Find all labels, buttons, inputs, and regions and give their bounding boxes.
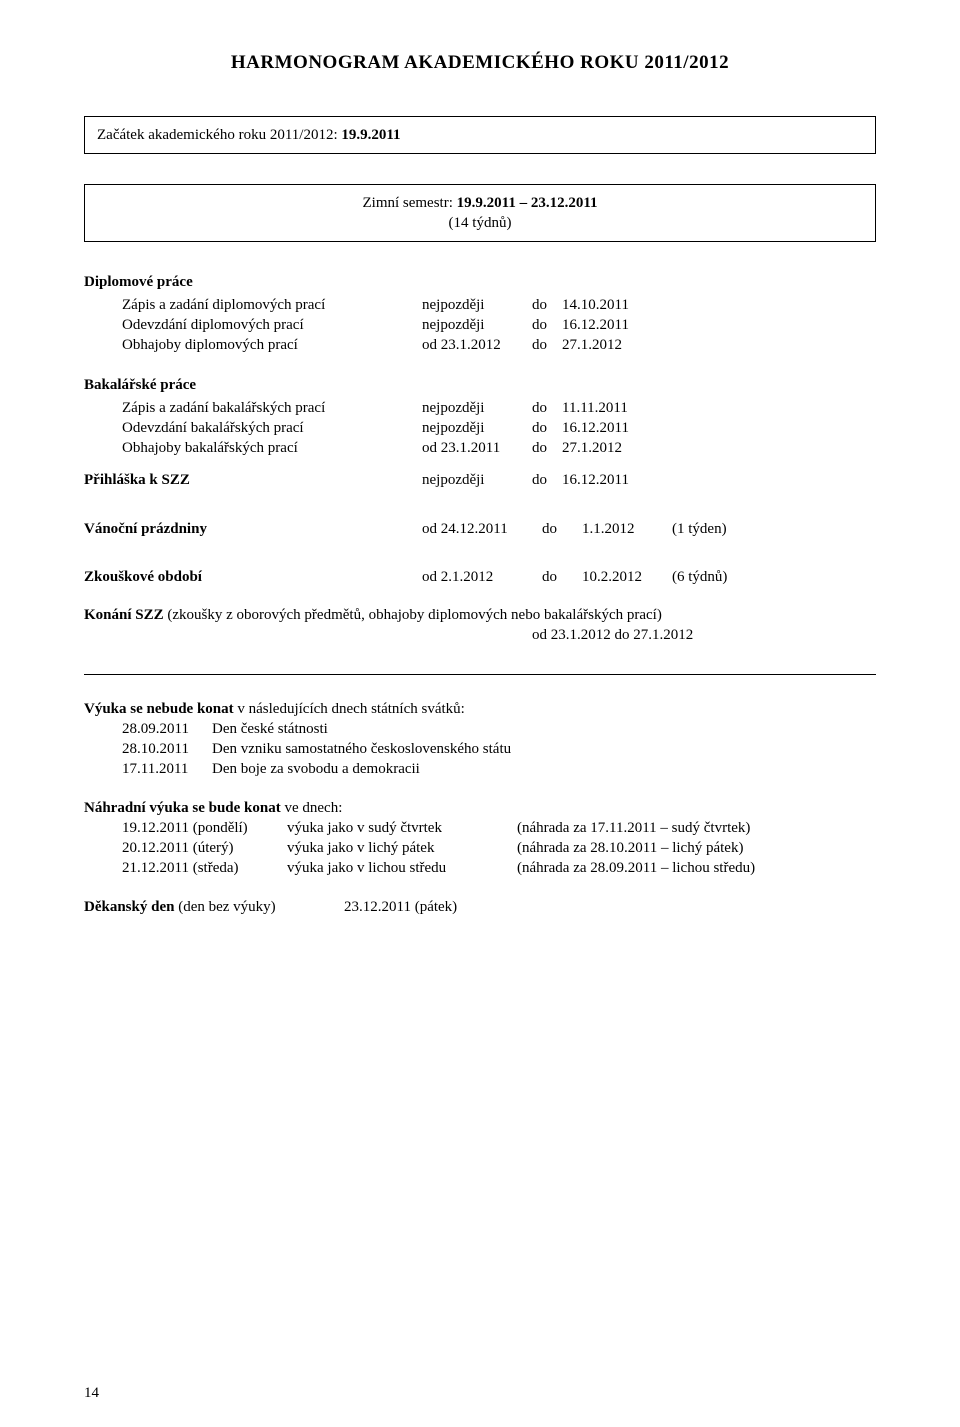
nahr-r3-n3: (náhrada za 28.09.2011 – lichou středu) (517, 858, 876, 878)
bak-r1-c4: 11.11.2011 (562, 398, 662, 418)
nahr-row-2: 20.12.2011 (úterý) výuka jako v lichý pá… (122, 838, 876, 858)
dip-heading: Diplomové práce (84, 272, 876, 292)
nahr-r2-n2: výuka jako v lichý pátek (287, 838, 517, 858)
semester-dates: 19.9.2011 – 23.12.2011 (457, 195, 598, 211)
dip-row-1: Zápis a zadání diplomových prací nejpozd… (122, 295, 876, 315)
bak-r2-c2: nejpozději (422, 418, 532, 438)
dip-r1-c3: do (532, 295, 562, 315)
nahr-r2-n3: (náhrada za 28.10.2011 – lichý pátek) (517, 838, 876, 858)
bak-r2-c4: 16.12.2011 (562, 418, 662, 438)
nahr-r1-n2: výuka jako v sudý čtvrtek (287, 818, 517, 838)
page-title: HARMONOGRAM AKADEMICKÉHO ROKU 2011/2012 (84, 50, 876, 76)
dip-r1-c4: 14.10.2011 (562, 295, 662, 315)
bak-heading: Bakalářské práce (84, 375, 876, 395)
pri-c2: nejpozději (422, 470, 532, 490)
zk-label: Zkouškové období (84, 567, 422, 587)
nahr-r1-n1: 19.12.2011 (pondělí) (122, 818, 287, 838)
semester-box: Zimní semestr: 19.9.2011 – 23.12.2011 (1… (84, 184, 876, 243)
dip-r1-label: Zápis a zadání diplomových prací (122, 295, 422, 315)
nahr-b: Náhradní výuka se bude konat (84, 800, 281, 816)
vanocni-row: Vánoční prázdniny od 24.12.2011 do 1.1.2… (84, 519, 876, 539)
szz-rest: (zkoušky z oborových předmětů, obhajoby … (164, 607, 662, 623)
nahr-r2-n1: 20.12.2011 (úterý) (122, 838, 287, 858)
dek-r: (den bez výuky) (174, 899, 275, 915)
dip-r2-c3: do (532, 315, 562, 335)
bak-r3-c4: 27.1.2012 (562, 438, 662, 458)
divider (84, 674, 876, 675)
vyuka-row-1: 28.09.2011 Den české státnosti (122, 719, 876, 739)
dip-r1-c2: nejpozději (422, 295, 532, 315)
vyuka-row-2: 28.10.2011 Den vzniku samostatného česko… (122, 739, 876, 759)
vyuka-row-3: 17.11.2011 Den boje za svobodu a demokra… (122, 759, 876, 779)
dek-b: Děkanský den (84, 899, 174, 915)
dip-r3-c2: od 23.1.2012 (422, 335, 532, 355)
dip-r2-c2: nejpozději (422, 315, 532, 335)
dip-r2-label: Odevzdání diplomových prací (122, 315, 422, 335)
page-number: 14 (84, 1383, 99, 1403)
dip-row-2: Odevzdání diplomových prací nejpozději d… (122, 315, 876, 335)
bak-r1-c2: nejpozději (422, 398, 532, 418)
semester-prefix: Zimní semestr: (362, 195, 456, 211)
dek-row: Děkanský den (den bez výuky) 23.12.2011 … (84, 897, 876, 917)
zk-c4: 10.2.2012 (582, 567, 672, 587)
bak-r2-label: Odevzdání bakalářských prací (122, 418, 422, 438)
bak-row-1: Zápis a zadání bakalářských prací nejpoz… (122, 398, 876, 418)
zkouskove-row: Zkouškové období od 2.1.2012 do 10.2.201… (84, 567, 876, 587)
zk-c3: do (542, 567, 582, 587)
prihlaska-row: Přihláška k SZZ nejpozději do 16.12.2011 (84, 470, 876, 490)
nahr-r1-n3: (náhrada za 17.11.2011 – sudý čtvrtek) (517, 818, 876, 838)
start-date: 19.9.2011 (341, 127, 400, 143)
szz-b: Konání SZZ (84, 607, 164, 623)
nahr-row-3: 21.12.2011 (středa) výuka jako v lichou … (122, 858, 876, 878)
bak-r1-c3: do (532, 398, 562, 418)
szz-dates: od 23.1.2012 do 27.1.2012 (532, 625, 876, 645)
van-c5: (1 týden) (672, 519, 772, 539)
vyuka-r2-d2: Den vzniku samostatného československého… (212, 739, 876, 759)
pri-label: Přihláška k SZZ (84, 470, 422, 490)
pri-c3: do (532, 470, 562, 490)
vyuka-r3-d2: Den boje za svobodu a demokracii (212, 759, 876, 779)
nahr-r: ve dnech: (281, 800, 343, 816)
vyuka-r2-d1: 28.10.2011 (122, 739, 212, 759)
bak-r3-c2: od 23.1.2011 (422, 438, 532, 458)
bak-row-3: Obhajoby bakalářských prací od 23.1.2011… (122, 438, 876, 458)
zk-c2: od 2.1.2012 (422, 567, 542, 587)
bak-row-2: Odevzdání bakalářských prací nejpozději … (122, 418, 876, 438)
bak-r3-c3: do (532, 438, 562, 458)
van-c2: od 24.12.2011 (422, 519, 542, 539)
van-c3: do (542, 519, 582, 539)
start-prefix: Začátek akademického roku 2011/2012: (97, 127, 341, 143)
szz-line: Konání SZZ (zkoušky z oborových předmětů… (84, 605, 876, 625)
vyuka-b: Výuka se nebude konat (84, 701, 234, 717)
nahr-r3-n2: výuka jako v lichou středu (287, 858, 517, 878)
dek-val: 23.12.2011 (pátek) (344, 897, 876, 917)
vyuka-r1-d1: 28.09.2011 (122, 719, 212, 739)
semester-weeks: (14 týdnů) (97, 213, 863, 233)
start-box: Začátek akademického roku 2011/2012: 19.… (84, 116, 876, 154)
dip-r2-c4: 16.12.2011 (562, 315, 662, 335)
pri-c4: 16.12.2011 (562, 470, 682, 490)
vyuka-heading: Výuka se nebude konat v následujících dn… (84, 699, 876, 719)
nahr-row-1: 19.12.2011 (pondělí) výuka jako v sudý č… (122, 818, 876, 838)
dip-r3-c3: do (532, 335, 562, 355)
bak-r3-label: Obhajoby bakalářských prací (122, 438, 422, 458)
dip-r3-label: Obhajoby diplomových prací (122, 335, 422, 355)
bak-r2-c3: do (532, 418, 562, 438)
nahr-heading: Náhradní výuka se bude konat ve dnech: (84, 798, 876, 818)
van-c4: 1.1.2012 (582, 519, 672, 539)
zk-c5: (6 týdnů) (672, 567, 772, 587)
van-label: Vánoční prázdniny (84, 519, 422, 539)
dip-r3-c4: 27.1.2012 (562, 335, 662, 355)
vyuka-r3-d1: 17.11.2011 (122, 759, 212, 779)
bak-r1-label: Zápis a zadání bakalářských prací (122, 398, 422, 418)
dip-row-3: Obhajoby diplomových prací od 23.1.2012 … (122, 335, 876, 355)
vyuka-r: v následujících dnech státních svátků: (234, 701, 465, 717)
vyuka-r1-d2: Den české státnosti (212, 719, 876, 739)
nahr-r3-n1: 21.12.2011 (středa) (122, 858, 287, 878)
